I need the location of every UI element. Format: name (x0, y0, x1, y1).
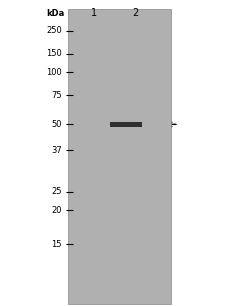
Text: kDa: kDa (46, 9, 64, 18)
Text: 20: 20 (51, 206, 62, 215)
Text: 15: 15 (51, 239, 62, 249)
Text: 75: 75 (51, 91, 62, 100)
Text: 50: 50 (51, 120, 62, 129)
Text: 37: 37 (51, 146, 62, 155)
Text: 25: 25 (51, 187, 62, 196)
Text: 150: 150 (46, 49, 62, 58)
Text: 100: 100 (46, 68, 62, 77)
Text: 2: 2 (132, 8, 138, 18)
Text: 1: 1 (91, 8, 98, 18)
Text: 250: 250 (46, 26, 62, 35)
